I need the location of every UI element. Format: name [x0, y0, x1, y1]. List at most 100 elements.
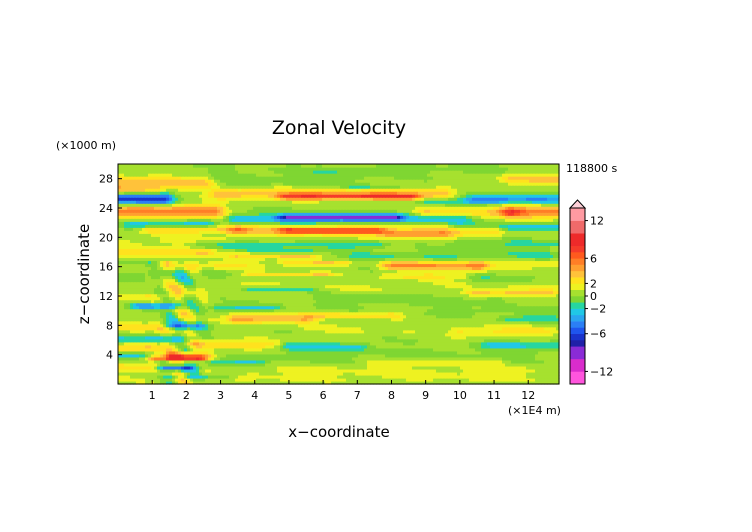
heatmap-cell [271, 356, 275, 361]
heatmap-cell [157, 338, 161, 343]
heatmap-cell [505, 308, 509, 313]
heatmap-cell [160, 305, 164, 310]
heatmap-cell [271, 359, 275, 364]
heatmap-cell [346, 302, 350, 307]
heatmap-cell [139, 329, 143, 334]
heatmap-cell [214, 377, 218, 382]
heatmap-cell [430, 326, 434, 331]
heatmap-cell [382, 308, 386, 313]
heatmap-cell [553, 305, 557, 310]
heatmap-cell [196, 368, 200, 373]
heatmap-cell [544, 335, 548, 340]
heatmap-cell [433, 329, 437, 334]
heatmap-cell [226, 374, 230, 379]
heatmap-cell [358, 341, 362, 346]
heatmap-cell [259, 296, 263, 301]
heatmap-cell [232, 350, 236, 355]
heatmap-cell [457, 335, 461, 340]
heatmap-cell [319, 329, 323, 334]
heatmap-cell [400, 344, 404, 349]
heatmap-cell [370, 302, 374, 307]
heatmap-cell [295, 308, 299, 313]
heatmap-cell [529, 344, 533, 349]
heatmap-cell [481, 341, 485, 346]
heatmap-cell [253, 359, 257, 364]
heatmap-cell [196, 296, 200, 301]
heatmap-cell [406, 320, 410, 325]
heatmap-cell [532, 332, 536, 337]
heatmap-cell [223, 341, 227, 346]
heatmap-cell [370, 323, 374, 328]
heatmap-cell [145, 332, 149, 337]
heatmap-cell [262, 338, 266, 343]
heatmap-cell [229, 317, 233, 322]
heatmap-cell [316, 329, 320, 334]
heatmap-cell [538, 374, 542, 379]
heatmap-cell [247, 347, 251, 352]
heatmap-cell [445, 314, 449, 319]
heatmap-cell [274, 374, 278, 379]
heatmap-cell [361, 299, 365, 304]
heatmap-cell [127, 347, 131, 352]
heatmap-cell [496, 353, 500, 358]
heatmap-cell [130, 350, 134, 355]
heatmap-cell [190, 359, 194, 364]
heatmap-cell [202, 335, 206, 340]
heatmap-cell [439, 353, 443, 358]
heatmap-cell [175, 296, 179, 301]
heatmap-cell [181, 377, 185, 382]
heatmap-cell [349, 341, 353, 346]
heatmap-cell [493, 338, 497, 343]
heatmap-cell [163, 338, 167, 343]
heatmap-cell [388, 299, 392, 304]
heatmap-cell [400, 359, 404, 364]
heatmap-cell [310, 353, 314, 358]
heatmap-cell [277, 305, 281, 310]
heatmap-cell [505, 344, 509, 349]
heatmap-cell [277, 317, 281, 322]
heatmap-cell [283, 377, 287, 382]
heatmap-cell [499, 350, 503, 355]
heatmap-cell [514, 341, 518, 346]
heatmap-cell [262, 317, 266, 322]
heatmap-cell [202, 323, 206, 328]
heatmap-cell [226, 356, 230, 361]
heatmap-cell [307, 302, 311, 307]
heatmap-cell [388, 296, 392, 301]
heatmap-cell [154, 335, 158, 340]
heatmap-cell [448, 362, 452, 367]
heatmap-cell [367, 332, 371, 337]
heatmap-cell [268, 380, 272, 385]
heatmap-cell [160, 308, 164, 313]
heatmap-cell [253, 362, 257, 367]
heatmap-cell [499, 317, 503, 322]
heatmap-cell [415, 374, 419, 379]
heatmap-cell [307, 356, 311, 361]
heatmap-cell [298, 314, 302, 319]
heatmap-cell [358, 344, 362, 349]
heatmap-cell [328, 347, 332, 352]
heatmap-cell [175, 302, 179, 307]
heatmap-cell [529, 368, 533, 373]
heatmap-cell [184, 335, 188, 340]
heatmap-cell [454, 371, 458, 376]
heatmap-cell [232, 311, 236, 316]
heatmap-cell [541, 359, 545, 364]
heatmap-cell [499, 359, 503, 364]
heatmap-cell [412, 362, 416, 367]
heatmap-cell [472, 335, 476, 340]
heatmap-cell [184, 338, 188, 343]
heatmap-cell [409, 302, 413, 307]
heatmap-cell [442, 365, 446, 370]
heatmap-cell [304, 356, 308, 361]
heatmap-cell [319, 299, 323, 304]
heatmap-cell [190, 335, 194, 340]
heatmap-cell [232, 377, 236, 382]
heatmap-cell [169, 314, 173, 319]
heatmap-cell [433, 377, 437, 382]
heatmap-cell [517, 362, 521, 367]
heatmap-cell [475, 347, 479, 352]
heatmap-cell [196, 356, 200, 361]
heatmap-cell [235, 314, 239, 319]
